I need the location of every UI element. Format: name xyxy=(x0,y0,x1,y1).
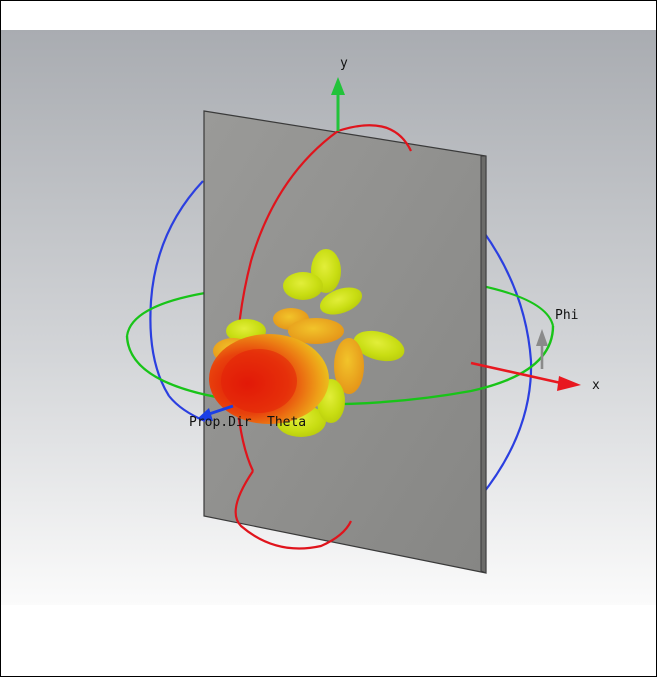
phi-circle xyxy=(125,325,555,406)
prop-dir-label: Prop.Dir xyxy=(189,415,252,430)
y-axis-label: y xyxy=(340,56,348,71)
radiation-pattern xyxy=(209,249,405,437)
phi-arrow xyxy=(536,329,548,369)
y-axis-arrow xyxy=(331,77,345,131)
x-axis-label: x xyxy=(592,378,600,393)
prop-dir-arrow xyxy=(197,404,234,421)
blue-circle-back xyxy=(149,180,533,497)
phi-label: Phi xyxy=(555,308,578,323)
theta-label: Theta xyxy=(267,415,306,430)
x-axis-arrow xyxy=(470,361,581,391)
theta-circle xyxy=(234,124,412,550)
